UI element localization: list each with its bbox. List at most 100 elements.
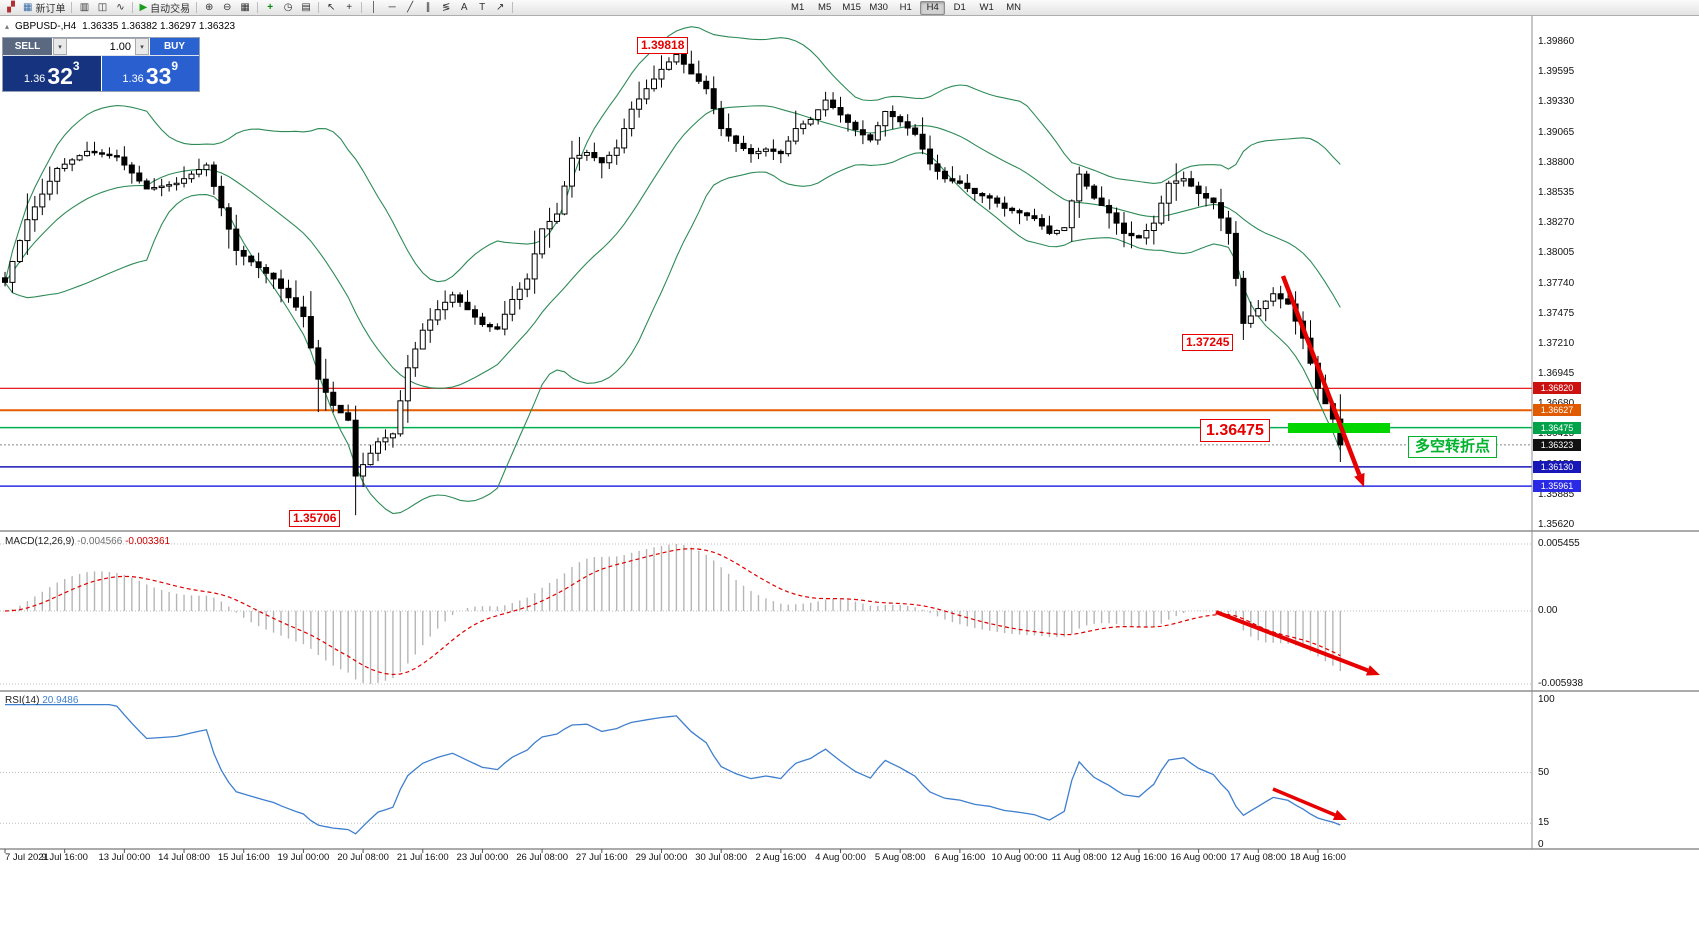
- time-axis-label: 21 Jul 16:00: [396, 852, 449, 863]
- peak-price-label[interactable]: 1.39818: [637, 37, 689, 54]
- rsi-line: [5, 703, 1341, 835]
- price-axis-label: 1.38270: [1538, 217, 1575, 229]
- price-axis-label: 1.39860: [1538, 36, 1575, 47]
- macd-value-main: -0.004566: [77, 536, 123, 547]
- line-chart-button[interactable]: ∿: [111, 1, 129, 15]
- timeframe-h4-button[interactable]: H4: [920, 0, 946, 15]
- time-axis-label: 30 Jul 08:00: [695, 852, 748, 863]
- sell-price-base: 1.36: [23, 73, 46, 85]
- price-axis-label: 1.37740: [1538, 277, 1575, 289]
- toolbar-separator: [196, 2, 198, 13]
- timeframe-m1-button[interactable]: M1: [785, 1, 810, 15]
- chart-ohlc-info: ▴ GBPUSD-,H4 1.36335 1.36382 1.36297 1.3…: [5, 21, 235, 32]
- time-axis-label: 10 Aug 00:00: [991, 852, 1048, 863]
- low-price-label[interactable]: 1.35706: [289, 510, 341, 527]
- main-chart-panel: [0, 26, 1532, 516]
- price-axis-label: 1.38535: [1538, 186, 1575, 198]
- time-axis-label: 23 Jul 00:00: [456, 852, 509, 863]
- support-price-label[interactable]: 1.37245: [1182, 334, 1234, 351]
- macd-axis-label: 0.00: [1538, 605, 1558, 616]
- rsi-axis-label: 50: [1538, 766, 1550, 778]
- timeframe-d1-button[interactable]: D1: [947, 1, 972, 15]
- sell-button[interactable]: SELL: [3, 38, 53, 55]
- price-axis-label: 1.37210: [1538, 337, 1575, 349]
- macd-label: MACD(12,26,9) -0.004566 -0.003361: [5, 536, 170, 547]
- key-level-price-label[interactable]: 1.36475: [1200, 419, 1270, 442]
- toolbar-separator: [71, 2, 73, 13]
- horizontal-line-button[interactable]: ─: [383, 1, 401, 15]
- bar-chart-button[interactable]: ▥: [75, 1, 93, 15]
- time-axis-label: 19 Jul 00:00: [277, 852, 330, 863]
- label-button[interactable]: T: [473, 1, 491, 15]
- zoom-out-button[interactable]: ⊖: [218, 1, 236, 15]
- bollinger-middle-band[interactable]: [4, 105, 1341, 389]
- sell-price-button[interactable]: 1.36 32 3: [3, 56, 102, 91]
- timeframe-m15-button[interactable]: M15: [839, 1, 864, 15]
- price-axis-label: 1.39065: [1538, 126, 1575, 138]
- price-axis-label: 1.36680: [1538, 398, 1574, 410]
- candlestick-chart-button[interactable]: ◫: [93, 1, 111, 15]
- timeframe-m5-button[interactable]: M5: [812, 1, 837, 15]
- channel-button[interactable]: ∥: [419, 1, 437, 15]
- downtrend-arrow-main[interactable]: [1280, 275, 1365, 487]
- timeframe-h1-button[interactable]: H1: [893, 1, 918, 15]
- volume-input[interactable]: 1.00: [67, 38, 135, 55]
- text-button[interactable]: A: [455, 1, 473, 15]
- downtrend-arrow-macd[interactable]: [1215, 610, 1380, 676]
- buy-button[interactable]: BUY: [149, 38, 199, 55]
- volume-decrease-button[interactable]: ▾: [53, 38, 67, 55]
- cursor-button[interactable]: ↖: [322, 1, 340, 15]
- indicators-button[interactable]: +: [261, 1, 279, 15]
- zoom-in-button[interactable]: ⊕: [200, 1, 218, 15]
- price-tag-1.36627: 1.36627: [1533, 404, 1581, 417]
- arrows-button[interactable]: ↗: [491, 1, 509, 15]
- rsi-label: RSI(14) 20.9486: [5, 695, 78, 706]
- timeframe-w1-button[interactable]: W1: [974, 1, 999, 15]
- one-click-trading-panel: SELL ▾ 1.00 ▾ BUY 1.36 32 3 1.36 33 9: [2, 37, 200, 92]
- time-axis-label: 15 Jul 16:00: [217, 852, 270, 863]
- rsi-axis-label: 15: [1538, 817, 1550, 829]
- sell-price-pips: 32: [47, 63, 73, 89]
- macd-name: MACD(12,26,9): [5, 536, 75, 547]
- buy-price-button[interactable]: 1.36 33 9: [101, 56, 199, 91]
- timeframe-m30-button[interactable]: M30: [866, 1, 891, 15]
- price-axis-label: 1.39595: [1538, 66, 1575, 78]
- time-axis-label: 18 Aug 16:00: [1289, 852, 1346, 863]
- price-axis-label: 1.38005: [1538, 247, 1575, 259]
- macd-axis-label: 0.005455: [1538, 538, 1580, 549]
- templates-button[interactable]: ▤: [297, 1, 315, 15]
- macd-value-signal: -0.003361: [125, 536, 171, 547]
- price-tag-1.35961: 1.35961: [1533, 480, 1581, 493]
- price-axis-label: 1.36945: [1538, 368, 1575, 380]
- downtrend-arrow-rsi[interactable]: [1272, 787, 1347, 820]
- vertical-line-button[interactable]: │: [365, 1, 383, 15]
- crosshair-button[interactable]: +: [340, 1, 358, 15]
- tile-windows-button[interactable]: ▦: [236, 1, 254, 15]
- time-axis-label: 26 Jul 08:00: [516, 852, 568, 863]
- macd-signal-line: [4, 548, 1341, 676]
- timeframe-mn-button[interactable]: MN: [1001, 1, 1026, 15]
- bollinger-upper-band[interactable]: [4, 26, 1341, 283]
- rsi-name: RSI(14): [5, 695, 40, 706]
- rsi-axis-label: 0: [1538, 839, 1544, 850]
- time-axis-label: 29 Jul 00:00: [635, 852, 688, 863]
- price-axis-label: 1.37475: [1538, 307, 1575, 319]
- price-axis-label: 1.38800: [1538, 156, 1575, 168]
- new-order-icon: ▦: [23, 1, 33, 13]
- chart-expand-icon[interactable]: ▴: [5, 22, 10, 31]
- time-axis-label: 2 Aug 16:00: [755, 852, 807, 863]
- app-icon[interactable]: ▞: [2, 1, 20, 15]
- autotrading-button[interactable]: ▶ 自动交易: [136, 1, 193, 16]
- periods-button[interactable]: ◷: [279, 1, 297, 15]
- trendline-button[interactable]: ╱: [401, 1, 419, 15]
- price-tag-1.36475: 1.36475: [1533, 421, 1581, 434]
- turning-point-label[interactable]: 多空转折点: [1408, 436, 1498, 458]
- volume-increase-button[interactable]: ▾: [135, 38, 149, 55]
- time-axis-label: 6 Aug 16:00: [934, 852, 986, 863]
- sell-price-point: 3: [72, 59, 80, 73]
- fibonacci-button[interactable]: ≶: [437, 1, 455, 15]
- bollinger-lower-band[interactable]: [4, 152, 1341, 515]
- new-order-button[interactable]: ▦ 新订单: [20, 1, 68, 16]
- time-axis-label: 14 Jul 08:00: [158, 852, 210, 863]
